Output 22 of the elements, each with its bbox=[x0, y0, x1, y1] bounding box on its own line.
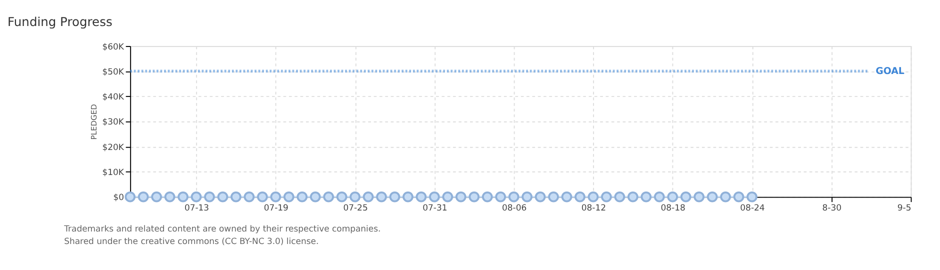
y-axis-title: PLEDGED bbox=[90, 104, 99, 140]
y-tick-label: $50K bbox=[102, 66, 124, 76]
x-tick-label: 08-06 bbox=[502, 202, 527, 213]
x-tick-label: 07-31 bbox=[422, 202, 448, 213]
x-tick-label: 8-30 bbox=[822, 202, 842, 213]
text: Shared under the creative commons (CC BY-NC 3.0) license. bbox=[64, 236, 319, 246]
x-tick-label: 07-19 bbox=[264, 202, 288, 213]
x-tick-label: 08-24 bbox=[740, 202, 765, 213]
y-tick-label: $40K bbox=[102, 92, 124, 102]
y-tick-label: $30K bbox=[102, 116, 124, 127]
x-tick-label: 08-12 bbox=[581, 202, 606, 213]
y-tick-label: $10K bbox=[102, 167, 124, 178]
x-tick-label: 08-18 bbox=[660, 202, 686, 213]
ref-line-label: GOAL bbox=[876, 66, 904, 77]
text: Trademarks and related content are owned by their respective companies. bbox=[63, 224, 381, 234]
y-tick-label: $20K bbox=[102, 142, 124, 152]
x-tick-label: 07-13 bbox=[184, 202, 210, 213]
y-tick-label: $60K bbox=[102, 41, 124, 52]
x-tick-label: 07-25 bbox=[343, 202, 368, 213]
chart-title: Funding Progress bbox=[8, 15, 112, 30]
y-tick-label: $0 bbox=[113, 192, 124, 202]
x-tick-label: 9-5 bbox=[897, 202, 912, 213]
